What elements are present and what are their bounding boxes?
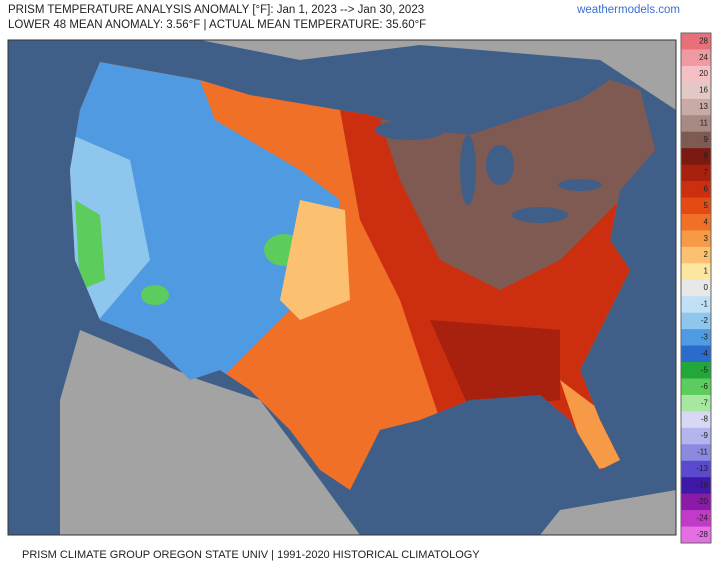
colorbar-label: 20 <box>699 69 708 78</box>
colorbar-swatch <box>681 246 711 264</box>
colorbar-label: -16 <box>696 481 708 490</box>
lake <box>512 207 568 223</box>
anomaly-region <box>560 380 625 470</box>
colorbar-label: -11 <box>697 448 709 457</box>
footer: PRISM CLIMATE GROUP OREGON STATE UNIV | … <box>22 549 480 561</box>
colorbar-label: -4 <box>701 349 709 358</box>
colorbar-swatch <box>681 82 711 100</box>
colorbar-swatch <box>681 197 711 215</box>
colorbar-label: 6 <box>704 184 709 193</box>
colorbar-swatch <box>681 411 711 429</box>
colorbar-swatch <box>681 279 711 297</box>
colorbar-label: -3 <box>701 332 709 341</box>
colorbar-swatch <box>681 460 711 478</box>
colorbar-label: 7 <box>704 168 709 177</box>
colorbar-label: 0 <box>704 283 709 292</box>
colorbar-label: -7 <box>701 398 709 407</box>
colorbar-swatch <box>681 477 711 495</box>
canada <box>8 40 676 110</box>
colorbar-label: -20 <box>696 497 708 506</box>
colorbar-swatch <box>681 230 711 248</box>
colorbar-label: 1 <box>704 267 709 276</box>
lake <box>486 145 514 185</box>
colorbar-label: 8 <box>704 151 709 160</box>
anomaly-region <box>70 62 340 380</box>
colorbar-swatch <box>681 345 711 363</box>
colorbar-swatch <box>681 213 711 231</box>
colorbar-label: -9 <box>701 431 709 440</box>
colorbar-swatch <box>681 362 711 379</box>
great-lakes <box>375 120 602 223</box>
subtitle: LOWER 48 MEAN ANOMALY: 3.56°F | ACTUAL M… <box>8 19 427 31</box>
colorbar-swatch <box>681 296 711 314</box>
colorbar-label: 28 <box>699 36 708 45</box>
colorbar-swatch <box>681 131 711 149</box>
colorbar-label: 24 <box>699 53 708 62</box>
colorbar-frame <box>680 32 712 544</box>
colorbar-swatch <box>681 378 711 396</box>
title: PRISM TEMPERATURE ANALYSIS ANOMALY [°F]:… <box>8 4 425 16</box>
anomaly-region <box>430 320 560 410</box>
mexico <box>60 330 360 535</box>
colorbar-label: -2 <box>701 316 709 325</box>
colorbar-label: 9 <box>704 135 709 144</box>
colorbar-label: -8 <box>701 415 709 424</box>
colorbar-label: 13 <box>699 102 708 111</box>
colorbar-label: -1 <box>701 300 709 309</box>
caribbean <box>540 490 676 535</box>
colorbar-swatch <box>681 115 711 133</box>
colorbar-swatch <box>681 329 711 347</box>
colorbar-label: -24 <box>696 513 708 522</box>
anomaly-region <box>141 285 169 305</box>
colorbar-swatch <box>681 312 711 330</box>
colorbar-swatch <box>681 181 711 199</box>
colorbar-swatch <box>681 526 711 544</box>
colorbar-label: -5 <box>701 365 709 374</box>
colorbar-swatch <box>681 493 711 511</box>
colorbar: 28 24 20 16 13 11 9 8 7 6 5 4 3 2 1 0 -1 -2 -3 -4 -5 -6 -7 -8 -9… <box>680 32 712 544</box>
colorbar-swatch <box>681 65 711 83</box>
source: weathermodels.com <box>577 4 680 16</box>
colorbar-swatch <box>681 263 711 281</box>
anomaly-field <box>70 62 655 490</box>
colorbar-label: 16 <box>699 86 708 95</box>
lake <box>558 179 602 191</box>
colorbar-swatch <box>681 148 711 166</box>
colorbar-swatch <box>681 164 711 182</box>
colorbar-swatch <box>681 394 711 412</box>
colorbar-label: 2 <box>704 250 709 259</box>
colorbar-swatch <box>681 427 711 445</box>
map-frame <box>7 39 677 536</box>
colorbar-swatch <box>681 33 711 50</box>
colorbar-swatch <box>681 49 711 67</box>
anomaly-region <box>280 200 350 320</box>
lake <box>460 135 476 205</box>
colorbar-label: -6 <box>701 382 709 391</box>
colorbar-label: 3 <box>704 234 709 243</box>
lake <box>375 120 445 140</box>
colorbar-swatch <box>681 98 711 116</box>
colorbar-swatch <box>681 444 711 462</box>
colorbar-label: -28 <box>696 530 708 539</box>
colorbar-label: 4 <box>704 217 709 226</box>
colorbar-label: -13 <box>696 464 708 473</box>
anomaly-region <box>75 200 105 290</box>
colorbar-swatch <box>681 510 711 528</box>
colorbar-label: 5 <box>704 201 709 210</box>
colorbar-label: 11 <box>700 119 709 128</box>
